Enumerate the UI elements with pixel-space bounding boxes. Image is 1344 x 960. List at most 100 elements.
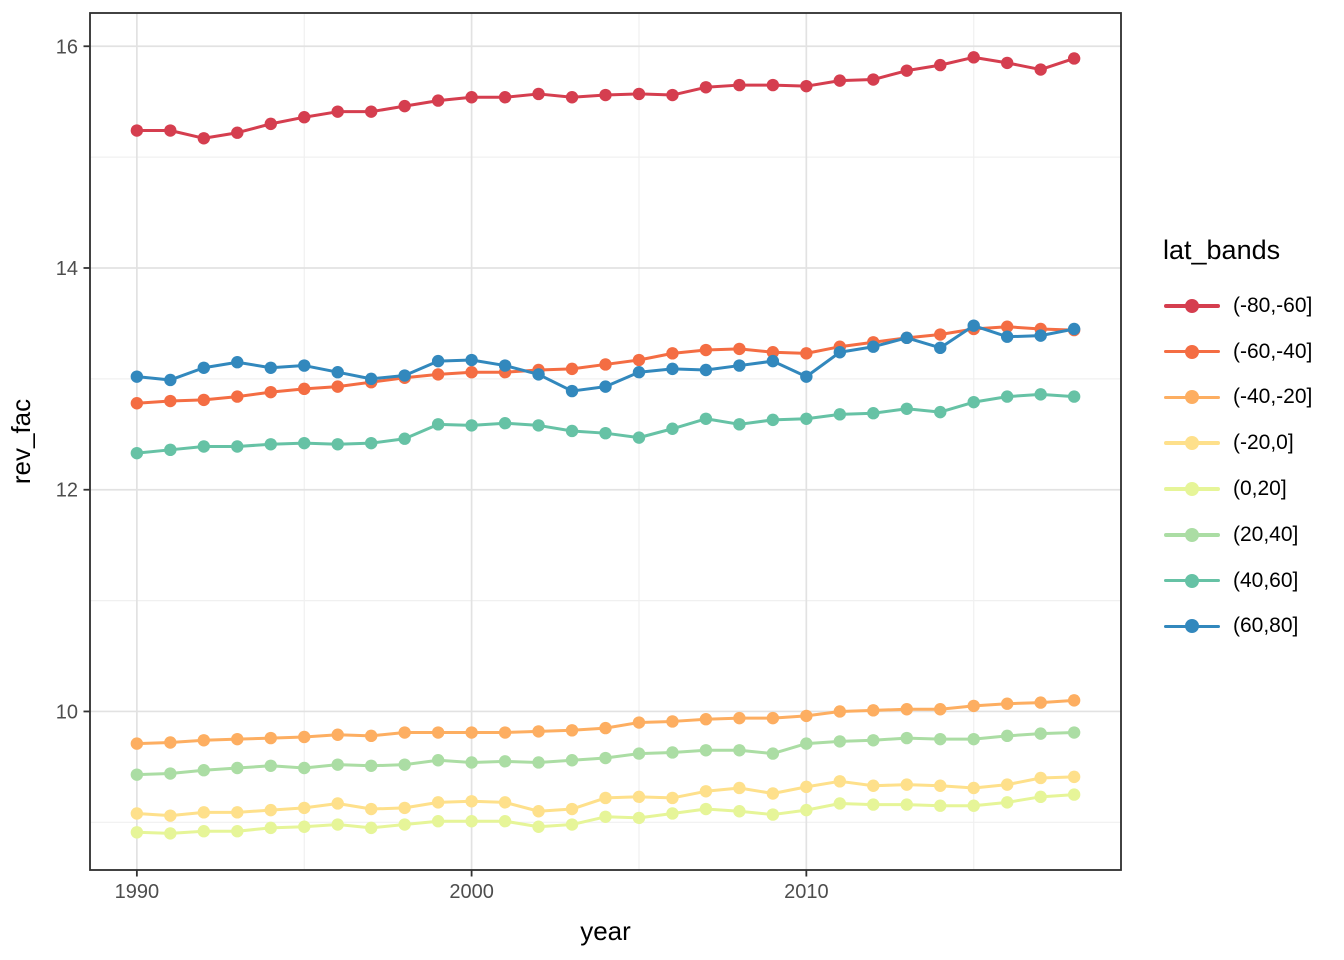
data-point [1034, 696, 1047, 709]
data-point [867, 734, 880, 747]
data-point [800, 709, 813, 723]
data-point [699, 363, 713, 377]
data-point [1000, 778, 1014, 791]
data-point [934, 341, 947, 355]
data-point [599, 721, 612, 735]
data-point [666, 746, 679, 759]
data-point [264, 803, 277, 817]
data-point [666, 715, 679, 728]
data-point [264, 759, 277, 772]
data-point [699, 744, 713, 757]
data-point [465, 91, 478, 104]
data-point [398, 432, 411, 445]
legend-item-2: (-40,-20] [1156, 375, 1312, 421]
data-point [800, 412, 813, 425]
data-point [1034, 771, 1047, 785]
data-point [465, 366, 478, 379]
data-point [331, 818, 344, 831]
data-point [197, 824, 211, 838]
data-point [867, 704, 880, 717]
data-point [264, 385, 277, 399]
data-point [800, 780, 813, 794]
data-point [364, 759, 378, 772]
data-point [733, 342, 746, 356]
data-point [766, 346, 780, 359]
data-point [197, 734, 211, 747]
legend-item-label: (-40,-20] [1233, 385, 1313, 409]
data-point [766, 747, 780, 760]
data-point [733, 78, 746, 92]
data-point [967, 732, 980, 746]
data-point [632, 716, 646, 729]
data-point [800, 347, 813, 360]
y-tick-label: 12 [56, 480, 78, 502]
data-point [465, 726, 478, 739]
data-point [1000, 796, 1014, 809]
data-point [231, 732, 244, 746]
data-point [733, 805, 746, 818]
data-point [900, 798, 913, 811]
data-point [164, 809, 177, 822]
data-point [532, 725, 545, 738]
data-point [900, 402, 913, 415]
data-point [900, 331, 913, 345]
data-point [733, 711, 746, 725]
y-axis-title: rev_fac [6, 399, 36, 484]
data-point [298, 820, 311, 833]
data-point [498, 726, 512, 739]
data-point [900, 731, 913, 745]
y-tick-label: 16 [56, 36, 78, 58]
data-point [599, 751, 612, 765]
data-point [833, 797, 847, 810]
data-point [867, 407, 880, 420]
data-point [1034, 388, 1047, 401]
x-tick-label: 1990 [115, 881, 160, 903]
data-point [967, 51, 980, 64]
panel-border [89, 12, 1122, 871]
data-point [934, 732, 947, 746]
data-point [699, 713, 713, 726]
data-point [599, 791, 612, 805]
data-point [532, 87, 545, 101]
data-point [498, 417, 512, 430]
data-point [599, 358, 612, 371]
data-point [498, 91, 512, 104]
data-point [498, 755, 512, 768]
data-point [431, 754, 445, 767]
data-point [398, 99, 411, 113]
data-point [298, 382, 311, 396]
data-point [900, 703, 913, 716]
legend-item-label: (20,40] [1233, 522, 1299, 546]
data-point [666, 347, 679, 360]
legend-item-label: (40,60] [1233, 568, 1299, 592]
data-point [800, 803, 813, 817]
data-point [599, 380, 612, 393]
data-point [164, 827, 177, 840]
data-point [733, 359, 746, 372]
legend-key-icon [1164, 435, 1220, 451]
data-point [130, 826, 144, 839]
data-point [498, 359, 512, 372]
data-point [231, 440, 244, 453]
data-point [1000, 729, 1014, 743]
data-point [1034, 790, 1047, 804]
data-point [231, 761, 244, 775]
data-point [900, 778, 913, 791]
data-point [197, 361, 211, 374]
legend-item-label: (-20,0] [1233, 431, 1294, 455]
data-point [130, 737, 144, 750]
data-point [800, 737, 813, 750]
data-point [431, 796, 445, 809]
y-tick-label: 10 [56, 701, 78, 723]
data-point [465, 419, 478, 432]
data-point [599, 88, 612, 102]
data-point [264, 438, 277, 451]
data-point [833, 775, 847, 788]
data-point [733, 781, 746, 795]
data-point [331, 366, 344, 379]
legend-item-label: (-60,-40] [1233, 339, 1313, 363]
data-point [532, 820, 545, 833]
data-point [867, 73, 880, 86]
data-point [498, 796, 512, 809]
data-point [164, 767, 177, 780]
